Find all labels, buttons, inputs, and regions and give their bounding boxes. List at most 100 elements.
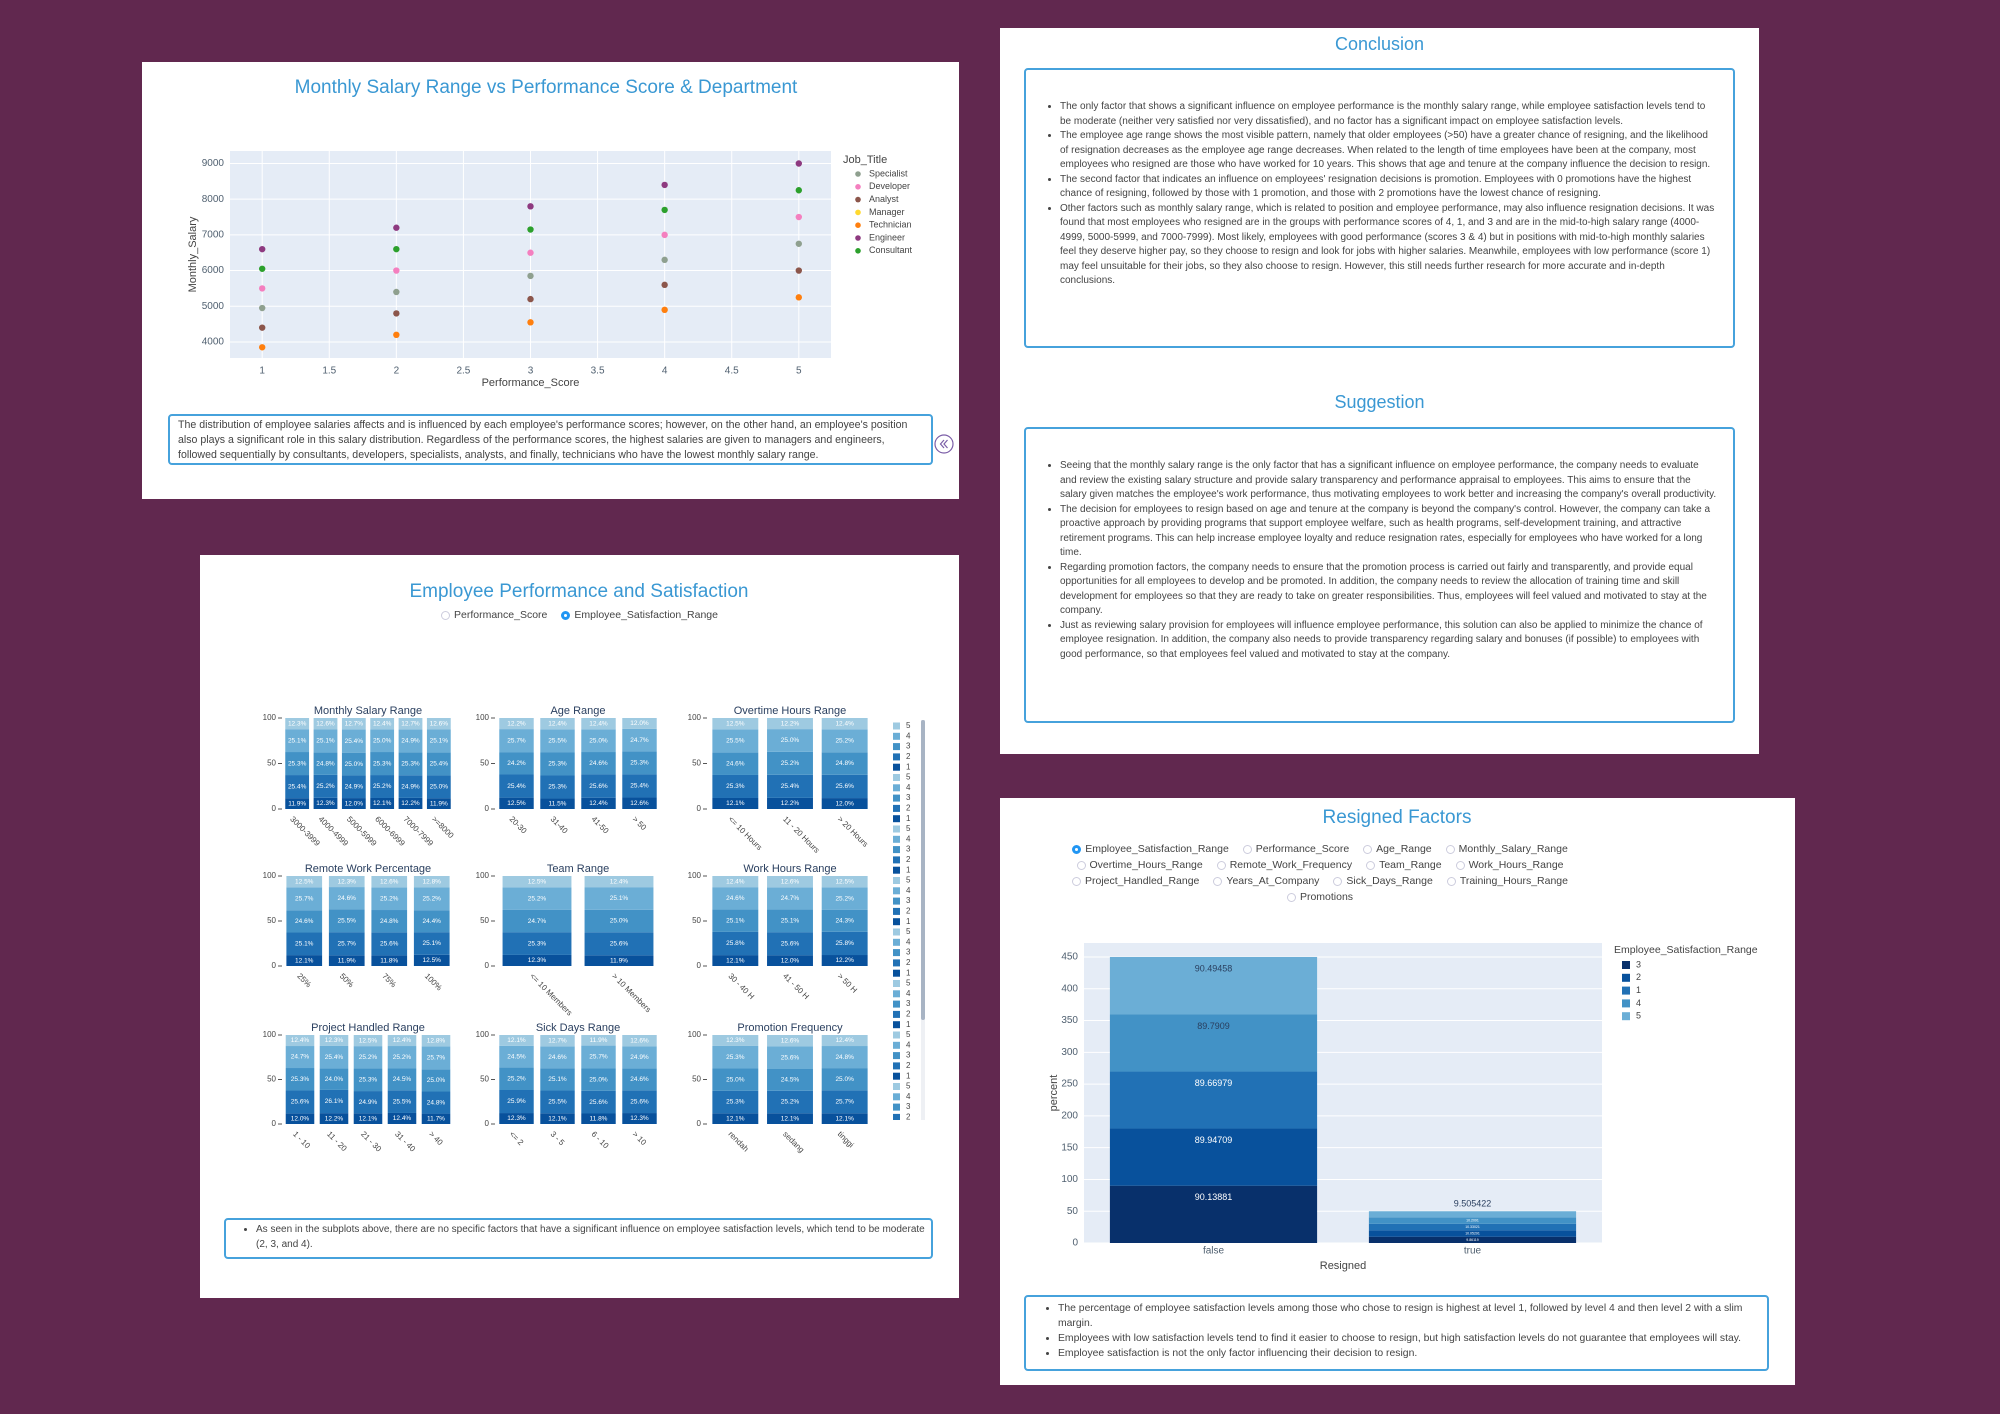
bar-segment	[387, 1068, 417, 1091]
bar-segment	[398, 797, 423, 809]
radio-button[interactable]	[1072, 844, 1082, 854]
radio-button[interactable]	[1333, 876, 1343, 886]
segment-label: 11.5%	[549, 800, 567, 807]
segment-label: 25.4%	[630, 783, 649, 790]
legend-swatch	[893, 1062, 900, 1070]
radio-option[interactable]: Employee_Satisfaction_Range	[1072, 843, 1229, 855]
legend-label: 2	[906, 804, 911, 813]
segment-label: 12.4%	[373, 720, 392, 727]
radio-label[interactable]: Remote_Work_Frequency	[1229, 859, 1353, 871]
radio-button[interactable]	[1446, 876, 1456, 886]
radio-button[interactable]	[1216, 860, 1226, 870]
segment-label: 25.0%	[610, 918, 629, 925]
radio-button[interactable]	[1076, 860, 1086, 870]
radio-button[interactable]	[1071, 876, 1081, 886]
legend-swatch	[1622, 986, 1630, 995]
segment-label: 12.8%	[423, 878, 442, 885]
x-tick-label: > 20 Hours	[836, 815, 870, 849]
radio-label[interactable]: Overtime_Hours_Range	[1089, 859, 1203, 871]
x-tick-label: 5	[796, 366, 802, 377]
subplot-title: Team Range	[547, 863, 609, 875]
segment-label: 12.5%	[295, 878, 314, 885]
bar-segment	[767, 955, 813, 966]
radio-option[interactable]: Promotions	[1286, 891, 1354, 903]
radio-option[interactable]: Project_Handled_Range	[1071, 875, 1200, 887]
radio-button[interactable]	[441, 610, 450, 620]
radio-option[interactable]: Training_Hours_Range	[1446, 875, 1568, 887]
radio-option[interactable]: Work_Hours_Range	[1455, 859, 1564, 871]
y-tick-label: 0	[697, 804, 702, 813]
radio-button[interactable]	[1366, 860, 1376, 870]
legend-swatch	[893, 1021, 900, 1029]
radio-option[interactable]: Performance_Score	[1242, 843, 1350, 855]
radio-label[interactable]: Employee_Satisfaction_Range	[574, 609, 718, 621]
radio-label[interactable]: Age_Range	[1376, 843, 1432, 855]
segment-label: 24.7%	[291, 1054, 310, 1061]
segment-label: 12.3%	[316, 800, 335, 807]
radio-label[interactable]: Performance_Score	[454, 609, 548, 621]
radio-label[interactable]: Work_Hours_Range	[1468, 859, 1564, 871]
y-tick-label: 100	[1061, 1174, 1078, 1185]
segment-label: 25.7%	[338, 940, 357, 947]
radio-button[interactable]	[1242, 844, 1252, 854]
bar-segment	[499, 729, 534, 753]
legend-label: 2	[906, 1061, 911, 1070]
segment-label: 24.8%	[316, 760, 335, 767]
collapse-button[interactable]	[932, 432, 956, 456]
radio-option[interactable]: Overtime_Hours_Range	[1076, 859, 1203, 871]
segment-label: 12.2%	[781, 720, 800, 727]
segment-label: 25.6%	[589, 783, 608, 790]
radio-option[interactable]: Sick_Days_Range	[1333, 875, 1433, 887]
bar-segment	[398, 729, 423, 753]
radio-label[interactable]: Sick_Days_Range	[1346, 875, 1433, 887]
bar-segment	[1109, 1128, 1318, 1186]
radio-option[interactable]: Team_Range	[1366, 859, 1442, 871]
bar-segment	[286, 876, 323, 888]
segment-label: 25.6%	[630, 1098, 649, 1105]
segment-label: 12.5%	[528, 878, 547, 885]
data-point	[527, 295, 534, 303]
radio-option[interactable]: Employee_Satisfaction_Range	[561, 609, 718, 621]
radio-label[interactable]: Employee_Satisfaction_Range	[1085, 843, 1229, 855]
radio-label[interactable]: Promotions	[1299, 891, 1354, 903]
bar-segment	[387, 1112, 417, 1124]
segment-label: 12.4%	[393, 1115, 412, 1122]
radio-label[interactable]: Training_Hours_Range	[1459, 875, 1568, 887]
radio-label[interactable]: Project_Handled_Range	[1084, 875, 1200, 887]
radio-button[interactable]	[561, 610, 571, 620]
radio-label[interactable]: Monthly_Salary_Range	[1458, 843, 1568, 855]
bar-segment	[499, 752, 534, 775]
radio-label[interactable]: Performance_Score	[1255, 843, 1350, 855]
radio-button[interactable]	[1286, 892, 1296, 902]
bar-segment	[767, 932, 813, 956]
y-tick-label: 100	[476, 871, 490, 880]
radio-option[interactable]: Performance_Score	[441, 609, 547, 621]
radio-option[interactable]: Age_Range	[1363, 843, 1432, 855]
bar-segment	[499, 1067, 534, 1091]
segment-label: 25.1%	[316, 738, 335, 745]
bar-segment	[712, 1113, 759, 1124]
x-tick-label: <= 10 Hours	[726, 815, 763, 852]
radio-button[interactable]	[1455, 860, 1465, 870]
bar-segment	[313, 797, 338, 809]
legend-swatch	[893, 856, 900, 864]
radio-option[interactable]: Remote_Work_Frequency	[1216, 859, 1353, 871]
segment-label: 24.6%	[548, 1054, 567, 1061]
radio-label[interactable]: Team_Range	[1379, 859, 1442, 871]
bar-segment	[319, 1035, 349, 1046]
radio-button[interactable]	[1445, 844, 1455, 854]
radio-option[interactable]: Years_At_Company	[1213, 875, 1319, 887]
radio-label[interactable]: Years_At_Company	[1226, 875, 1320, 887]
scrollbar-thumb[interactable]	[921, 720, 925, 1020]
bullet-list: The only factor that shows a significant…	[1036, 100, 1717, 289]
bullet-item: Just as reviewing salary provision for e…	[1060, 619, 1717, 663]
bar-segment	[285, 775, 310, 799]
x-tick-label: 21 - 30	[359, 1130, 383, 1154]
radio-option[interactable]: Monthly_Salary_Range	[1445, 843, 1568, 855]
radio-button[interactable]	[1363, 844, 1373, 854]
segment-label: 12.3%	[630, 1115, 649, 1122]
segment-label: 25.1%	[781, 918, 800, 925]
legend-label: 1	[906, 1020, 911, 1029]
segment-label: 11.8%	[380, 957, 398, 964]
radio-button[interactable]	[1213, 876, 1223, 886]
